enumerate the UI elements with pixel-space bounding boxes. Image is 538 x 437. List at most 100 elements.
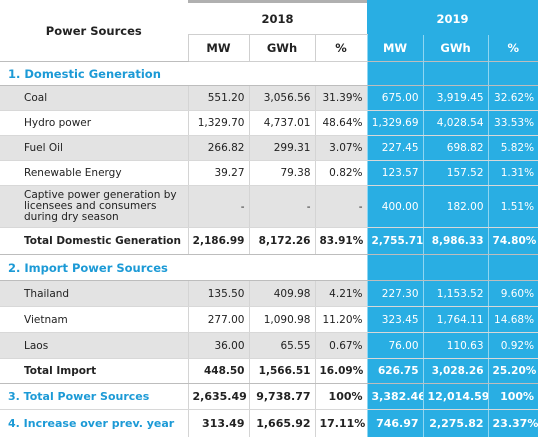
cell-mw-2018: 277.00: [187, 306, 249, 333]
cell-gwh-2018: -: [248, 185, 315, 228]
cell-pct-2019: 33.53%: [487, 110, 538, 136]
cell-pct-2019: 23.37%: [487, 409, 538, 437]
cell-pct-2019: 74.80%: [487, 227, 538, 255]
cell-pct-2018: 48.64%: [314, 110, 368, 136]
row-label: Captive power generation by licensees an…: [0, 185, 188, 228]
cell-mw-2018: 2,186.99: [187, 227, 249, 255]
unit-gwh-2019: GWh: [422, 34, 489, 62]
import-row: Thailand 135.50 409.98 4.21% 227.30 1,153.52 9…: [0, 280, 538, 307]
row-label: Renewable Energy: [0, 160, 188, 186]
cell-mw-2018: 448.50: [187, 358, 249, 384]
cell-gwh-2018: 65.55: [248, 332, 315, 359]
domestic-row: Captive power generation by licensees an…: [0, 185, 538, 228]
domestic-total-row: Total Domestic Generation 2,186.99 8,172.2…: [0, 227, 538, 255]
cell-mw-2018: 551.20: [187, 85, 249, 111]
cell-pct-2019: 100%: [487, 383, 538, 410]
domestic-row: Coal 551.20 3,056.56 31.39% 675.00 3,919.45 32…: [0, 85, 538, 111]
cell-pct-2018: 100%: [314, 383, 368, 410]
cell-pct-2018: 83.91%: [314, 227, 368, 255]
cell-gwh-2019: 698.82: [422, 135, 489, 161]
cell-pct-2018: 0.67%: [314, 332, 368, 359]
cell-gwh-2019: 1,764.11: [422, 306, 489, 333]
cell-gwh-2018: 3,056.56: [248, 85, 315, 111]
row-label: Laos: [0, 332, 188, 359]
cell-gwh-2019: 182.00: [422, 185, 489, 228]
cell-pct-2018: 4.21%: [314, 280, 368, 307]
cell-mw-2019: 2,755.71: [366, 227, 424, 255]
cell-pct-2018: 31.39%: [314, 85, 368, 111]
unit-mw-2019: MW: [366, 34, 424, 62]
cell-pct-2018: -: [314, 185, 368, 228]
cell-mw-2018: 313.49: [187, 409, 249, 437]
section-title: 2. Import Power Sources: [0, 254, 368, 281]
cell-gwh-2018: 1,566.51: [248, 358, 315, 384]
cell-pct-2018: 0.82%: [314, 160, 368, 186]
unit-pct-2018: %: [314, 34, 368, 62]
cell-mw-2018: 1,329.70: [187, 110, 249, 136]
table-title: Power Sources: [0, 1, 188, 62]
section-title: 1. Domestic Generation: [0, 61, 368, 86]
row-label: Vietnam: [0, 306, 188, 333]
domestic-row: Hydro power 1,329.70 4,737.01 48.64% 1,329.6…: [0, 110, 538, 136]
cell-mw-2018: 39.27: [187, 160, 249, 186]
cell-mw-2019: 746.97: [366, 409, 424, 437]
import-row: Laos 36.00 65.55 0.67% 76.00 110.63 0.92%: [0, 332, 538, 359]
row-label: 4. Increase over prev. year: [8, 416, 175, 430]
cell-mw-2019: 1,329.69: [366, 110, 424, 136]
cell-mw-2018: 36.00: [187, 332, 249, 359]
domestic-row: Fuel Oil 266.82 299.31 3.07% 227.45 698.82 5.8…: [0, 135, 538, 161]
row-label: Total Domestic Generation: [0, 227, 188, 255]
domestic-row: Renewable Energy 39.27 79.38 0.82% 123.57 157…: [0, 160, 538, 186]
cell-mw-2019: 675.00: [366, 85, 424, 111]
cell-mw-2019: 123.57: [366, 160, 424, 186]
cell-pct-2018: 17.11%: [314, 409, 368, 437]
section-domestic: 1. Domestic Generation: [0, 61, 538, 86]
cell-pct-2019: 0.92%: [487, 332, 538, 359]
row-label: Hydro power: [0, 110, 188, 136]
row-label: 3. Total Power Sources: [0, 383, 188, 410]
cell-gwh-2018: 1,665.92: [248, 409, 315, 437]
cell-mw-2018: 135.50: [187, 280, 249, 307]
cell-gwh-2019: 1,153.52: [422, 280, 489, 307]
unit-pct-2019: %: [487, 34, 538, 62]
cell-gwh-2018: 79.38: [248, 160, 315, 186]
cell-gwh-2019: 110.63: [422, 332, 489, 359]
cell-gwh-2019: 2,275.82: [422, 409, 489, 437]
cell-gwh-2019: 12,014.59: [422, 383, 489, 410]
cell-gwh-2019: 157.52: [422, 160, 489, 186]
cell-gwh-2018: 8,172.26: [248, 227, 315, 255]
cell-mw-2018: 2,635.49: [187, 383, 249, 410]
year-2018-header: 2018: [188, 0, 368, 35]
cell-mw-2019: 626.75: [366, 358, 424, 384]
section-import: 2. Import Power Sources: [0, 254, 538, 281]
cell-mw-2019: 323.45: [366, 306, 424, 333]
row-label: Total Import: [0, 358, 188, 384]
cell-mw-2018: 266.82: [187, 135, 249, 161]
cell-mw-2019: 3,382.46: [366, 383, 424, 410]
cell-pct-2018: 3.07%: [314, 135, 368, 161]
year-2019-header: 2019: [367, 0, 538, 35]
import-total-row: Total Import 448.50 1,566.51 16.09% 626.75 3,…: [0, 358, 538, 384]
cell-gwh-2018: 4,737.01: [248, 110, 315, 136]
import-row: Vietnam 277.00 1,090.98 11.20% 323.45 1,764.1…: [0, 306, 538, 333]
cell-gwh-2018: 1,090.98: [248, 306, 315, 333]
cell-pct-2019: 32.62%: [487, 85, 538, 111]
unit-gwh-2018: GWh: [248, 34, 315, 62]
cell-mw-2018: -: [187, 185, 249, 228]
row-label: Coal: [0, 85, 188, 111]
unit-mw-2018: MW: [187, 34, 249, 62]
cell-gwh-2018: 9,738.77: [248, 383, 315, 410]
cell-gwh-2019: 8,986.33: [422, 227, 489, 255]
cell-gwh-2019: 3,028.26: [422, 358, 489, 384]
cell-pct-2018: 11.20%: [314, 306, 368, 333]
increase-row: 4. Increase over prev. year 313.49 1,665.9…: [0, 409, 538, 437]
cell-gwh-2018: 409.98: [248, 280, 315, 307]
row-label: Thailand: [0, 280, 188, 307]
cell-pct-2019: 5.82%: [487, 135, 538, 161]
cell-gwh-2019: 3,919.45: [422, 85, 489, 111]
cell-pct-2019: 1.51%: [487, 185, 538, 228]
cell-gwh-2019: 4,028.54: [422, 110, 489, 136]
cell-pct-2019: 9.60%: [487, 280, 538, 307]
cell-pct-2019: 1.31%: [487, 160, 538, 186]
